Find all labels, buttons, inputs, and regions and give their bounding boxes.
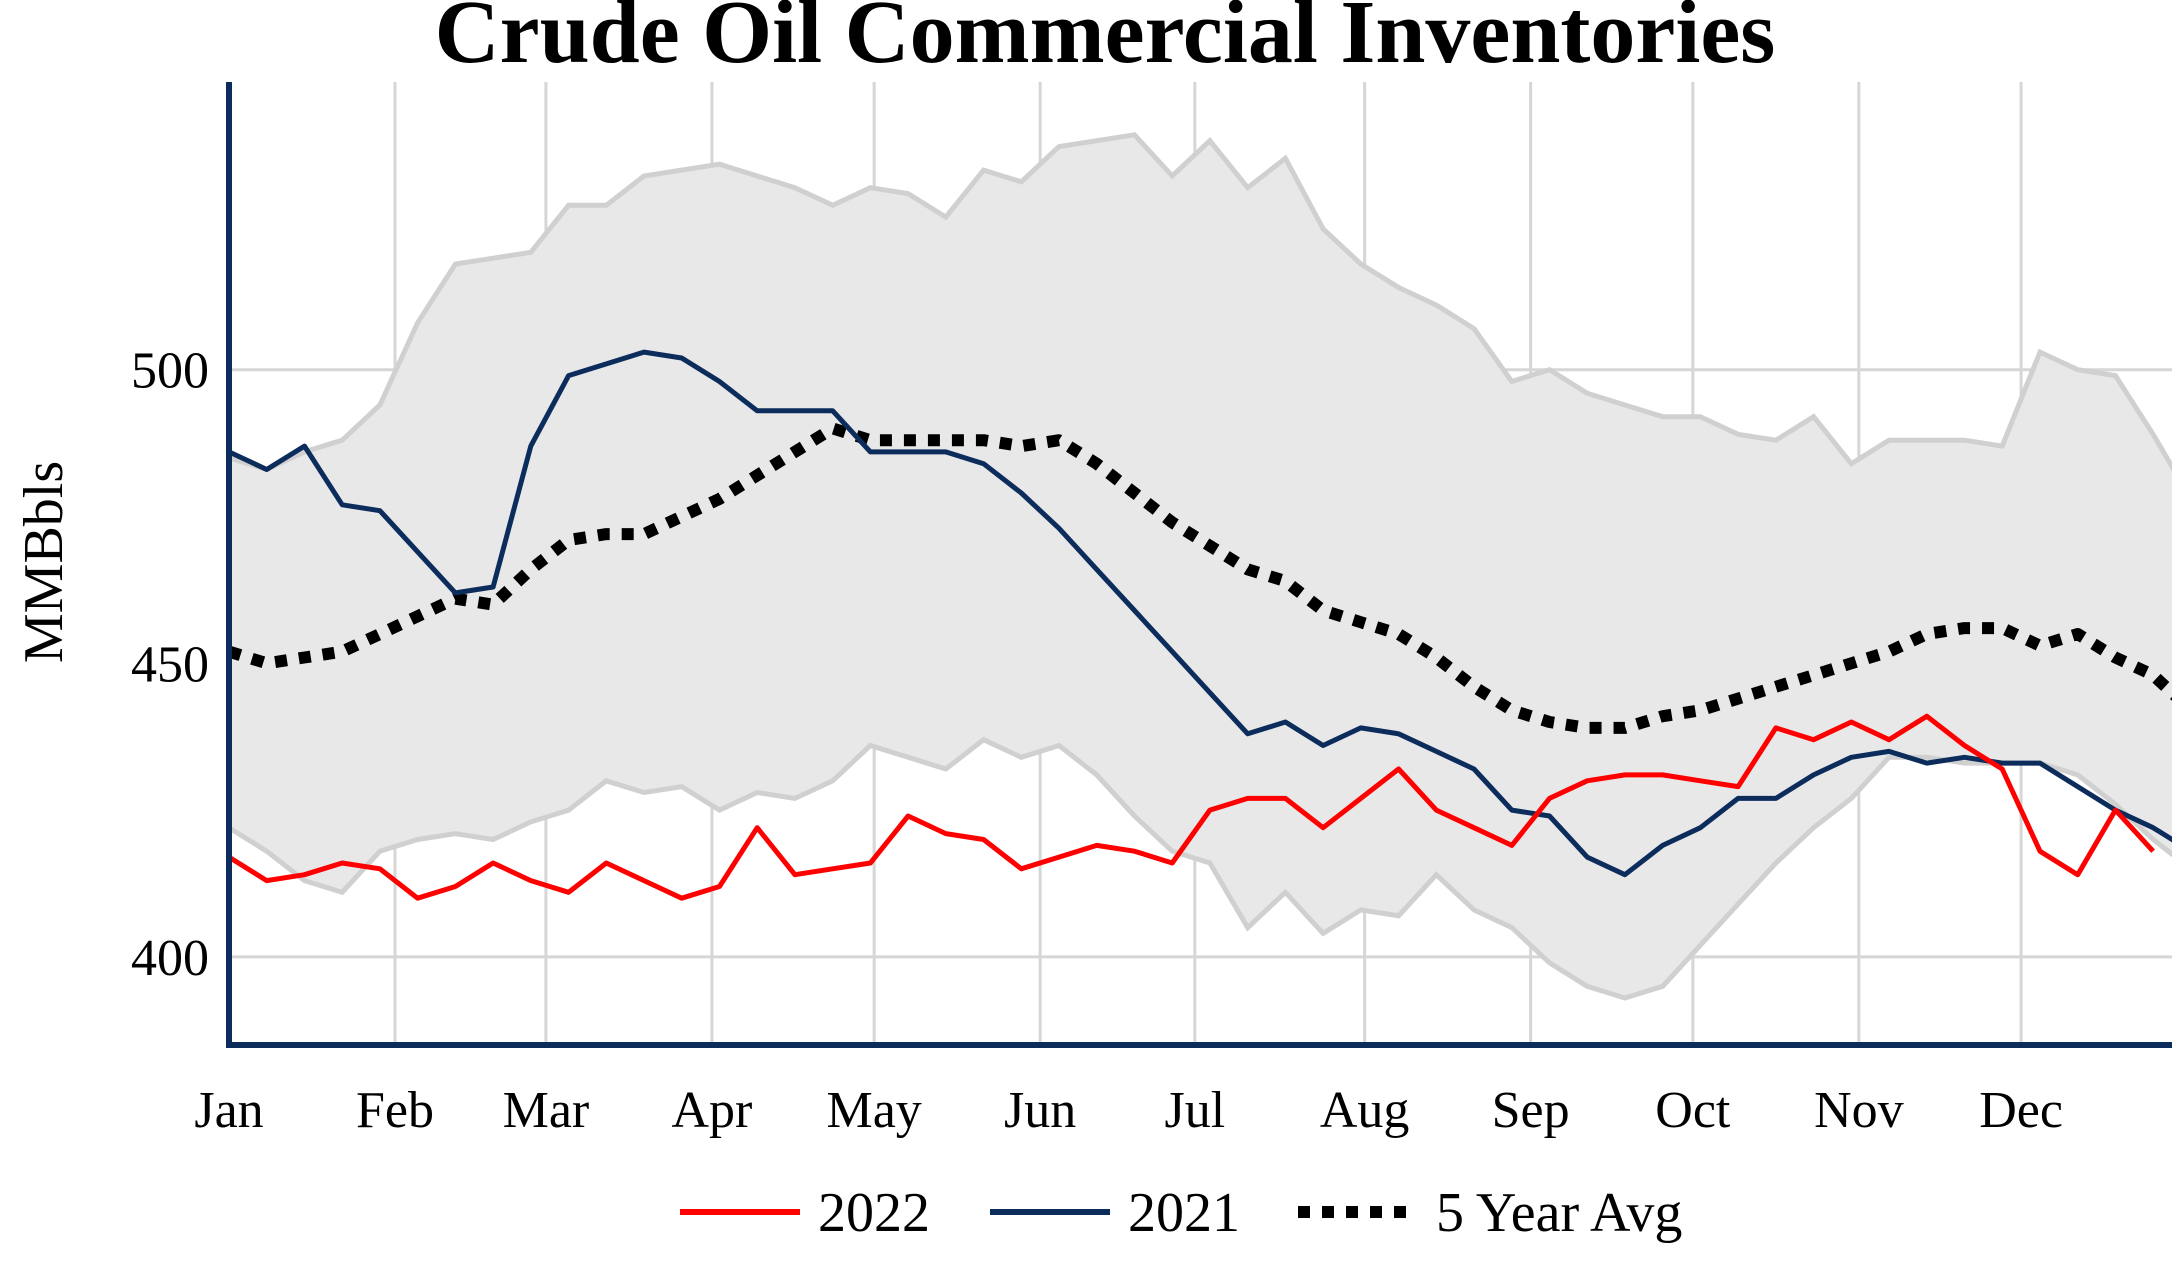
x-tick-label: Oct (1655, 1082, 1731, 1139)
x-tick-label: Sep (1492, 1082, 1570, 1139)
x-tick-label: Feb (356, 1082, 434, 1139)
range-band-upper (228, 132, 2172, 473)
y-tick-label: 400 (131, 930, 209, 987)
chart-title: Crude Oil Commercial Inventories (435, 0, 1776, 82)
legend: 2022 2021 5 Year Avg (680, 1182, 1682, 1244)
legend-label: 2022 (818, 1182, 930, 1244)
x-tick-label: Aug (1320, 1082, 1410, 1139)
x-tick-label: May (826, 1082, 921, 1139)
x-tick-label: Jan (194, 1082, 263, 1139)
axes (226, 82, 2172, 1048)
range-band-fill (229, 134, 2172, 998)
x-tick-label: Apr (671, 1082, 752, 1139)
x-tick-label: Jun (1004, 1082, 1076, 1139)
x-tick-label: Dec (1979, 1082, 2063, 1139)
y-axis-label: MMBbls (13, 461, 75, 663)
legend-label: 5 Year Avg (1436, 1182, 1682, 1244)
range-band-lower (227, 736, 2172, 1001)
y-tick-label: 450 (131, 636, 209, 693)
x-tick-label: Nov (1814, 1082, 1904, 1139)
series-line-2021 (227, 349, 2172, 878)
x-tick-label: Jul (1164, 1082, 1225, 1139)
series-line-5-year-avg (227, 422, 2172, 734)
y-tick-label: 500 (131, 343, 209, 400)
range-band (227, 132, 2172, 1001)
tick-labels: 400 450 500 Jan Feb Mar Apr May Jun Jul Aug Sep Oct N… (131, 343, 2063, 1139)
x-tick-label: Mar (503, 1082, 590, 1139)
legend-label: 2021 (1128, 1182, 1240, 1244)
series-line-2022 (227, 713, 2155, 901)
series-lines (227, 349, 2172, 901)
